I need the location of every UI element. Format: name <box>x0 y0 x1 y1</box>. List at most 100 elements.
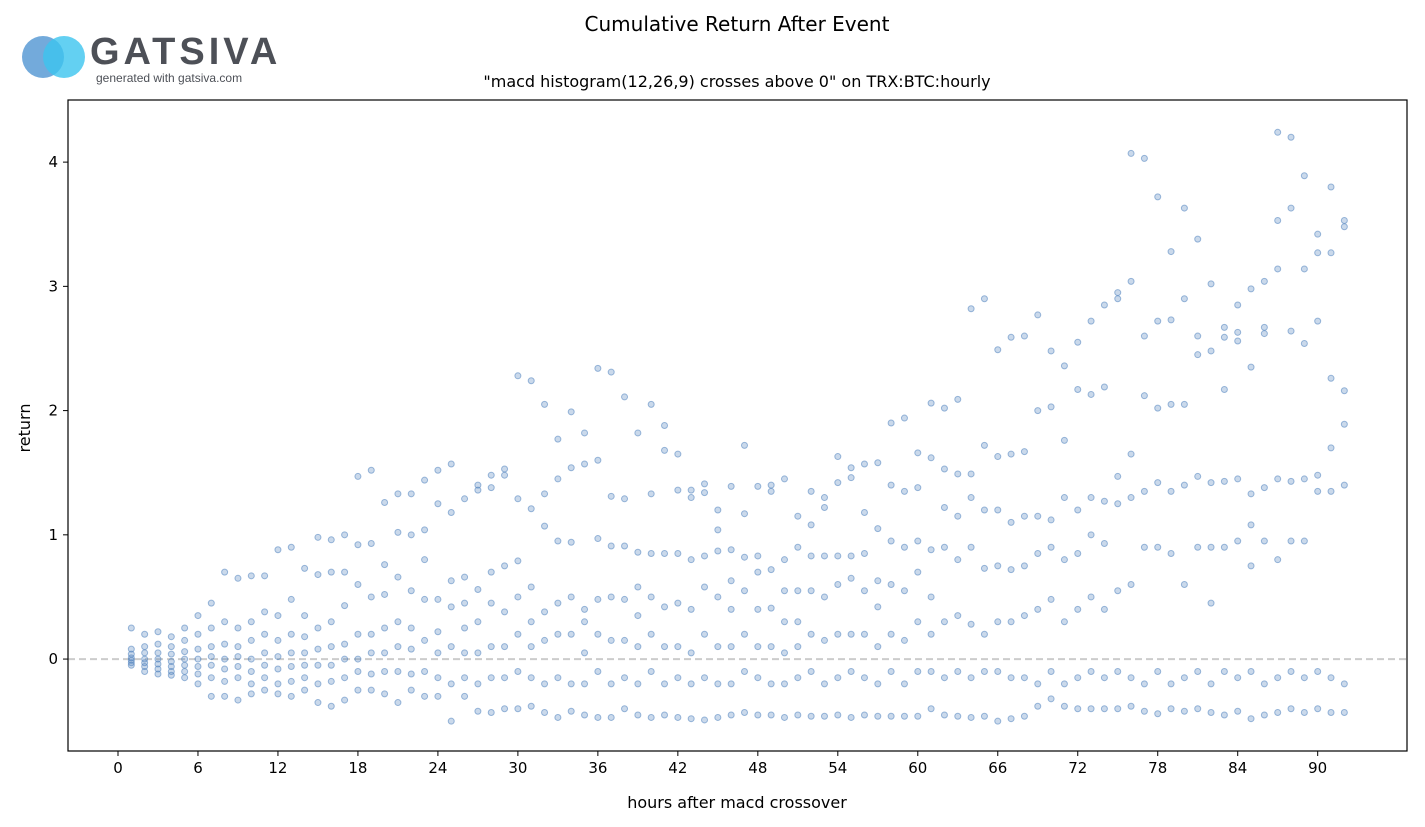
data-point <box>421 636 429 644</box>
data-point <box>1087 593 1095 601</box>
data-point <box>141 649 149 657</box>
data-point <box>421 476 429 484</box>
data-point <box>327 677 335 685</box>
data-point <box>1314 249 1322 257</box>
data-point <box>127 645 135 653</box>
data-point <box>261 630 269 638</box>
data-point <box>154 628 162 636</box>
data-point <box>1007 333 1015 341</box>
data-point <box>954 395 962 403</box>
data-point <box>607 368 615 376</box>
data-point <box>914 667 922 675</box>
data-point <box>247 636 255 644</box>
data-point <box>914 618 922 626</box>
data-point <box>1060 618 1068 626</box>
data-point <box>541 680 549 688</box>
data-point <box>501 674 509 682</box>
data-point <box>1287 327 1295 335</box>
data-point <box>1167 549 1175 557</box>
data-point <box>1154 710 1162 718</box>
data-point <box>1300 340 1308 348</box>
data-point <box>487 708 495 716</box>
data-point <box>514 630 522 638</box>
data-point <box>527 702 535 710</box>
data-point <box>314 699 322 707</box>
data-point <box>914 712 922 720</box>
data-point <box>381 649 389 657</box>
data-point <box>820 552 828 560</box>
data-point <box>980 441 988 449</box>
logo-name: GATSIVA <box>90 31 282 73</box>
data-point <box>1220 543 1228 551</box>
data-point <box>194 663 202 671</box>
data-point <box>820 503 828 511</box>
data-point <box>1194 235 1202 243</box>
data-point <box>780 475 788 483</box>
data-point <box>874 577 882 585</box>
data-point <box>621 495 629 503</box>
data-point <box>341 674 349 682</box>
data-point <box>434 500 442 508</box>
data-point <box>847 474 855 482</box>
data-point <box>141 630 149 638</box>
data-point <box>487 674 495 682</box>
data-point <box>394 618 402 626</box>
data-point <box>847 552 855 560</box>
data-point <box>701 716 709 724</box>
data-point <box>980 564 988 572</box>
data-point <box>874 525 882 533</box>
data-point <box>967 470 975 478</box>
data-point <box>661 549 669 557</box>
data-point <box>1247 562 1255 570</box>
data-point <box>594 456 602 464</box>
data-point <box>1300 475 1308 483</box>
data-point <box>527 643 535 651</box>
data-point <box>181 667 189 675</box>
data-point <box>1340 680 1348 688</box>
data-point <box>154 640 162 648</box>
data-point <box>327 702 335 710</box>
data-point <box>594 667 602 675</box>
data-point <box>914 484 922 492</box>
data-point <box>794 711 802 719</box>
data-point <box>501 471 509 479</box>
data-point <box>1034 512 1042 520</box>
data-point <box>607 636 615 644</box>
data-point <box>900 487 908 495</box>
data-point <box>940 465 948 473</box>
data-point <box>1060 494 1068 502</box>
data-point <box>1100 705 1108 713</box>
data-point <box>234 643 242 651</box>
data-point <box>154 670 162 678</box>
data-point <box>661 711 669 719</box>
data-point <box>1140 392 1148 400</box>
data-point <box>461 599 469 607</box>
data-point <box>1287 705 1295 713</box>
data-point <box>1034 680 1042 688</box>
data-point <box>514 557 522 565</box>
data-point <box>314 661 322 669</box>
data-point <box>1327 374 1335 382</box>
data-point <box>714 713 722 721</box>
data-point <box>621 705 629 713</box>
data-point <box>860 630 868 638</box>
data-point <box>701 674 709 682</box>
data-point <box>314 571 322 579</box>
data-point <box>1007 566 1015 574</box>
data-point <box>927 667 935 675</box>
data-point <box>274 612 282 620</box>
data-point <box>394 490 402 498</box>
data-point <box>181 661 189 669</box>
data-point <box>1047 403 1055 411</box>
data-point <box>740 510 748 518</box>
data-point <box>914 568 922 576</box>
data-point <box>1074 674 1082 682</box>
data-point <box>1220 477 1228 485</box>
data-point <box>794 643 802 651</box>
data-point <box>154 655 162 663</box>
data-point <box>594 535 602 543</box>
data-point <box>621 674 629 682</box>
data-point <box>247 618 255 626</box>
data-point <box>794 587 802 595</box>
data-point <box>621 542 629 550</box>
